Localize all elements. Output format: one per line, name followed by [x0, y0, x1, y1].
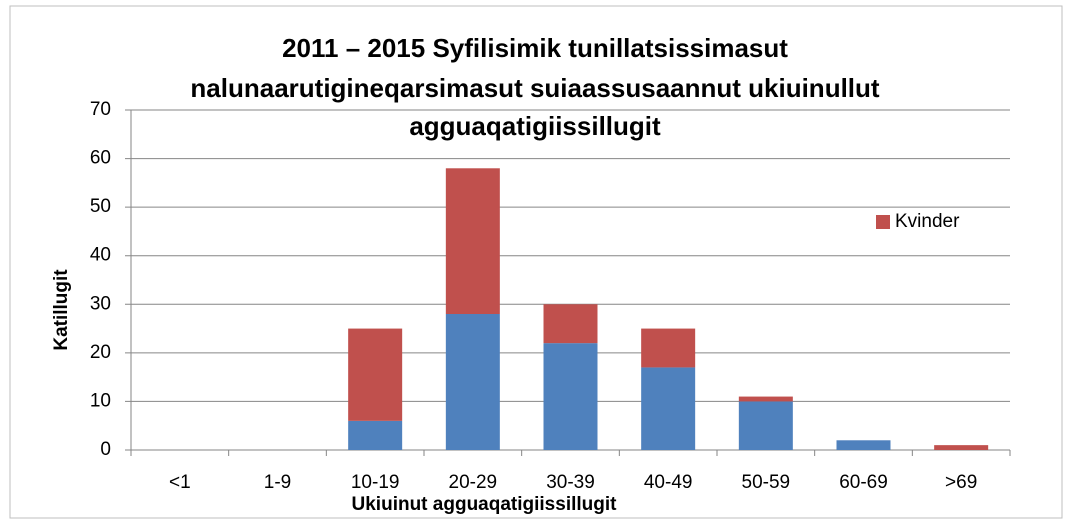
y-tick-label: 20	[90, 342, 111, 363]
chart-title: 2011 – 2015 Syfilisimik tunillatsissimas…	[282, 33, 788, 63]
bar-segment	[934, 445, 989, 450]
legend-swatch	[876, 215, 890, 229]
bar-segment	[348, 420, 403, 450]
x-tick-label: 30-39	[546, 472, 595, 493]
bar-segment	[836, 440, 891, 450]
chart-title: agguaqatigiissillugit	[409, 111, 661, 141]
y-tick-label: 50	[90, 196, 111, 217]
x-tick-label: >69	[945, 472, 977, 493]
x-tick-label: 10-19	[351, 472, 400, 493]
x-tick-label: 50-59	[742, 472, 791, 493]
y-axis-title: Katillugit	[51, 269, 72, 351]
bar-segment	[641, 367, 696, 450]
bar-segment	[445, 168, 500, 314]
y-tick-label: 10	[90, 390, 111, 411]
x-tick-label: 20-29	[449, 472, 498, 493]
y-tick-label: 0	[100, 439, 111, 460]
chart-title: nalunaarutigineqarsimasut suiaassusaannu…	[190, 73, 879, 103]
x-tick-label: <1	[169, 472, 191, 493]
y-tick-label: 70	[90, 99, 111, 120]
bar-segment	[543, 304, 598, 344]
x-tick-label: 1-9	[264, 472, 291, 493]
x-tick-label: 40-49	[644, 472, 693, 493]
x-tick-label: 60-69	[839, 472, 888, 493]
bar-segment	[543, 343, 598, 450]
y-tick-label: 40	[90, 245, 111, 266]
bar-segment	[445, 314, 500, 450]
y-tick-label: 60	[90, 148, 111, 169]
x-axis-title: Ukiuinut agguaqatigiissillugit	[352, 494, 618, 515]
legend-label: Kvinder	[895, 211, 960, 232]
bar-segment	[738, 401, 793, 450]
chart-frame	[9, 5, 1063, 519]
bar-segment	[348, 328, 403, 421]
bar-segment	[738, 396, 793, 402]
y-tick-label: 30	[90, 293, 111, 314]
bar-segment	[641, 328, 696, 368]
